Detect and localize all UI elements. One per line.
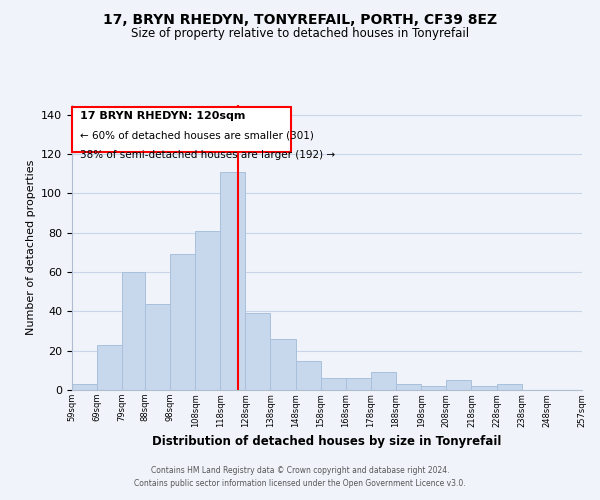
Text: 17 BRYN RHEDYN: 120sqm: 17 BRYN RHEDYN: 120sqm (80, 111, 245, 121)
Bar (145, 304, 170, 390)
Bar (446, 380, 472, 390)
Bar (72, 384, 97, 390)
Bar (346, 378, 371, 390)
Bar (371, 372, 396, 390)
Bar (472, 386, 497, 390)
Bar (497, 384, 522, 390)
Bar (245, 314, 271, 390)
Text: Distribution of detached houses by size in Tonyrefail: Distribution of detached houses by size … (152, 435, 502, 448)
Bar (296, 360, 321, 390)
Bar (170, 254, 195, 390)
Bar (321, 378, 346, 390)
Bar (271, 339, 296, 390)
Bar (195, 231, 220, 390)
Text: Size of property relative to detached houses in Tonyrefail: Size of property relative to detached ho… (131, 28, 469, 40)
FancyBboxPatch shape (72, 107, 290, 152)
Text: Contains HM Land Registry data © Crown copyright and database right 2024.
Contai: Contains HM Land Registry data © Crown c… (134, 466, 466, 487)
Text: 38% of semi-detached houses are larger (192) →: 38% of semi-detached houses are larger (… (80, 150, 335, 160)
Y-axis label: Number of detached properties: Number of detached properties (26, 160, 35, 335)
Bar (97, 345, 122, 390)
Bar (220, 172, 245, 390)
Bar (421, 386, 446, 390)
Text: ← 60% of detached houses are smaller (301): ← 60% of detached houses are smaller (30… (80, 130, 313, 140)
Bar (122, 272, 145, 390)
Bar (396, 384, 421, 390)
Text: 17, BRYN RHEDYN, TONYREFAIL, PORTH, CF39 8EZ: 17, BRYN RHEDYN, TONYREFAIL, PORTH, CF39… (103, 12, 497, 26)
